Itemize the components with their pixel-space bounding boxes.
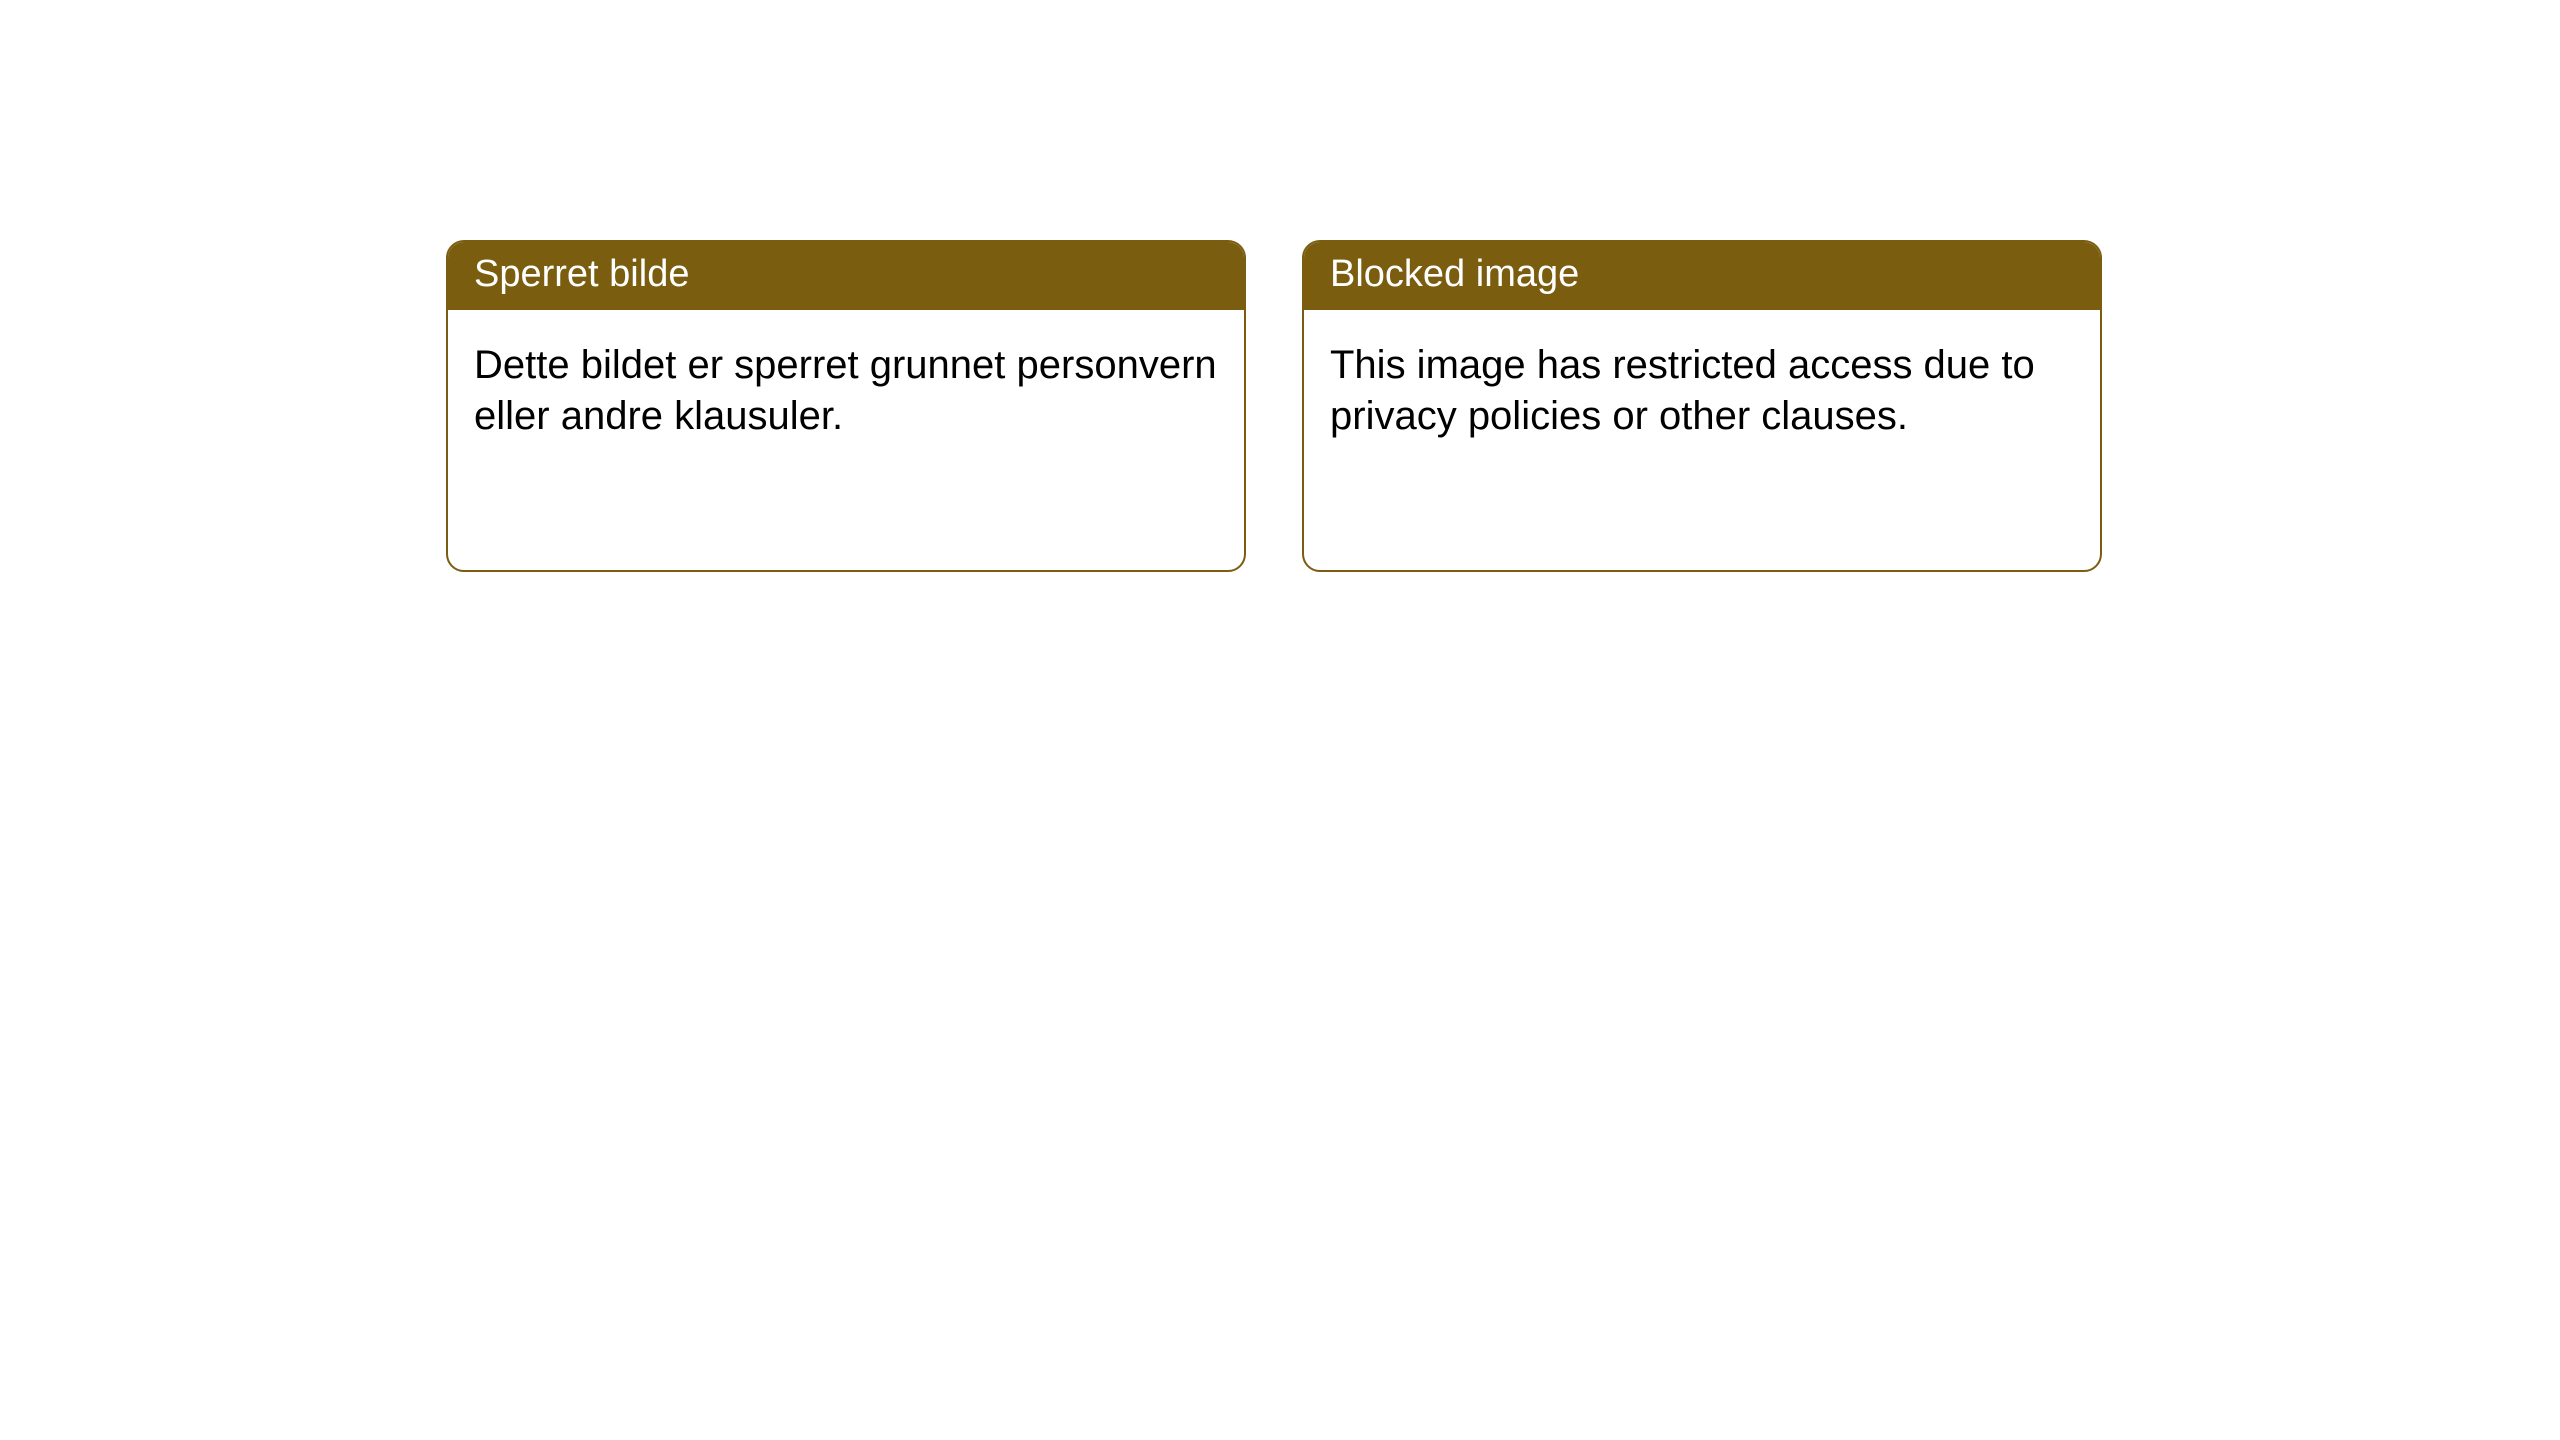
card-header-en: Blocked image	[1304, 242, 2100, 310]
blocked-image-cards: Sperret bilde Dette bildet er sperret gr…	[446, 240, 2102, 572]
blocked-image-card-no: Sperret bilde Dette bildet er sperret gr…	[446, 240, 1246, 572]
card-body-en: This image has restricted access due to …	[1304, 310, 2100, 472]
card-header-no: Sperret bilde	[448, 242, 1244, 310]
card-body-no: Dette bildet er sperret grunnet personve…	[448, 310, 1244, 472]
blocked-image-card-en: Blocked image This image has restricted …	[1302, 240, 2102, 572]
